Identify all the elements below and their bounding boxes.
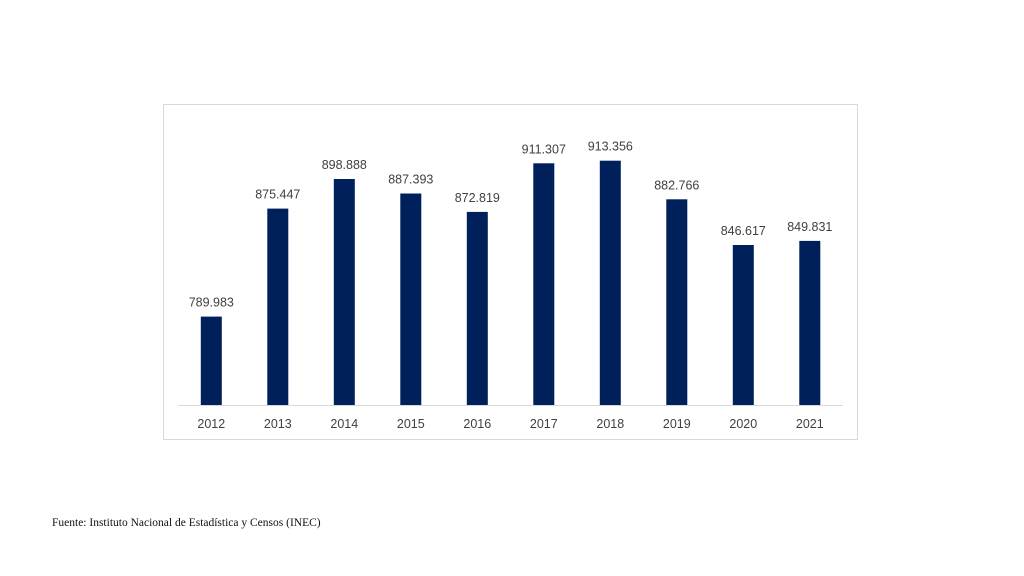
data-label-2014: 898.888	[322, 158, 367, 172]
bars-layer	[200, 160, 821, 405]
x-tick-label-2014: 2014	[330, 417, 358, 431]
x-tick-label-2013: 2013	[264, 417, 292, 431]
data-label-2015: 887.393	[388, 173, 433, 187]
data-label-2017: 911.307	[522, 142, 566, 156]
x-axis-ticks: 2012 2013 2014 2015 2016 2017 2018 2019 2020 2021	[197, 417, 823, 431]
x-tick-label-2018: 2018	[596, 417, 624, 431]
bar-2016	[466, 211, 488, 405]
bar-2018	[599, 160, 621, 405]
x-tick-label-2016: 2016	[463, 417, 491, 431]
data-label-2012: 789.983	[189, 296, 234, 310]
data-labels-layer: 789.983 875.447 898.888 887.393 872.819 911.3…	[189, 140, 833, 310]
bar-2013	[267, 208, 289, 405]
x-tick-label-2020: 2020	[729, 417, 757, 431]
bar-2012	[200, 316, 222, 405]
x-tick-label-2012: 2012	[197, 417, 225, 431]
x-tick-label-2017: 2017	[530, 417, 558, 431]
bar-2020	[732, 245, 754, 405]
bar-2019	[666, 199, 688, 405]
bar-2015	[400, 193, 422, 405]
x-tick-label-2015: 2015	[397, 417, 425, 431]
bar-chart: 789.983 875.447 898.888 887.393 872.819 911.3…	[163, 104, 858, 440]
bar-2017	[533, 163, 555, 405]
chart-canvas: 789.983 875.447 898.888 887.393 872.819 911.3…	[178, 140, 843, 431]
data-label-2018: 913.356	[588, 140, 633, 154]
source-note: Fuente: Instituto Nacional de Estadístic…	[52, 517, 321, 529]
data-label-2021: 849.831	[787, 220, 832, 234]
x-tick-label-2021: 2021	[796, 417, 824, 431]
data-label-2019: 882.766	[654, 178, 699, 192]
bar-2021	[799, 240, 821, 405]
data-label-2016: 872.819	[455, 191, 500, 205]
data-label-2020: 846.617	[721, 224, 766, 238]
data-label-2013: 875.447	[255, 188, 300, 202]
x-tick-label-2019: 2019	[663, 417, 691, 431]
bar-2014	[333, 179, 355, 405]
